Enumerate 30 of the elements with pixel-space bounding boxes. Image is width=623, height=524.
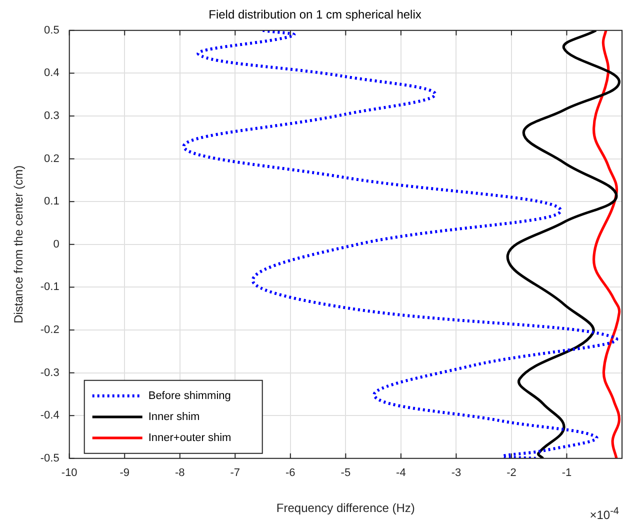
line-series xyxy=(506,30,621,458)
y-tick-label: -0.1 xyxy=(40,281,60,294)
x-axis-title: Frequency difference (Hz) xyxy=(276,501,415,516)
legend-label: Inner shim xyxy=(148,410,200,423)
x-tick-label: -6 xyxy=(286,467,296,480)
legend-label: Inner+outer shim xyxy=(148,432,232,444)
x-tick-label: -8 xyxy=(174,467,185,480)
legend-label: Before shimming xyxy=(148,390,231,402)
text: ×10$^{-4}$ xyxy=(590,506,619,522)
y-tick-label: 0.2 xyxy=(44,152,60,165)
y-tick-label: 0.3 xyxy=(44,110,60,122)
x-tick-label: -5 xyxy=(340,467,351,480)
x-tick-label: -3 xyxy=(451,467,462,480)
x-tick-label: -10 xyxy=(61,467,78,480)
y-tick-label: -0.2 xyxy=(40,324,60,336)
y-tick-label: -0.4 xyxy=(40,410,60,422)
chart-title: Field distribution on 1 cm spherical helix xyxy=(208,8,422,22)
x-tick-label: -9 xyxy=(120,467,130,480)
y-tick-label: 0.5 xyxy=(44,24,60,36)
y-tick-label: -0.3 xyxy=(40,366,60,379)
x-tick-label: -1 xyxy=(562,467,572,480)
x-tick-label: -4 xyxy=(396,467,406,480)
y-tick-label: 0 xyxy=(53,238,60,250)
line-series xyxy=(592,30,621,458)
y-tick-label: -0.5 xyxy=(40,452,60,464)
y-tick-label: 0.1 xyxy=(44,196,60,208)
x-tick-label: -7 xyxy=(230,467,240,480)
x-tick-label: -2 xyxy=(506,467,516,480)
y-axis-title: Distance from the center (cm) xyxy=(12,165,26,324)
y-tick-label: 0.4 xyxy=(44,67,60,80)
